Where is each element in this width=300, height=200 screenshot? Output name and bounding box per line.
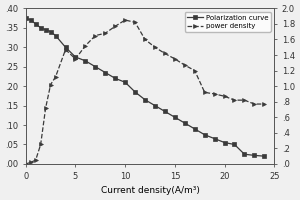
power density [153, 46, 157, 48]
Polarization curve [34, 23, 38, 25]
Polarization curve [24, 17, 28, 19]
Polarization curve [103, 71, 107, 74]
Polarization curve [163, 110, 167, 113]
Polarization curve [213, 137, 216, 140]
Polarization curve [64, 46, 67, 48]
power density [74, 58, 77, 60]
Polarization curve [253, 154, 256, 157]
Polarization curve [153, 104, 157, 107]
Polarization curve [223, 141, 226, 144]
Polarization curve [113, 77, 117, 80]
power density [183, 64, 187, 66]
power density [262, 103, 266, 105]
power density [193, 69, 196, 72]
Polarization curve [29, 19, 32, 21]
power density [64, 48, 67, 51]
power density [54, 76, 57, 78]
X-axis label: Current density(A/m³): Current density(A/m³) [100, 186, 200, 195]
Polarization curve [203, 134, 206, 136]
Polarization curve [183, 122, 187, 124]
power density [133, 21, 137, 24]
power density [34, 159, 38, 161]
power density [243, 99, 246, 101]
Polarization curve [173, 116, 177, 118]
Polarization curve [44, 29, 47, 31]
power density [123, 19, 127, 21]
power density [49, 83, 52, 86]
Line: power density: power density [24, 18, 266, 166]
power density [143, 38, 147, 41]
Polarization curve [39, 27, 43, 29]
Polarization curve [262, 155, 266, 157]
power density [223, 95, 226, 97]
Polarization curve [49, 30, 52, 33]
Polarization curve [193, 128, 196, 130]
power density [233, 99, 236, 101]
Polarization curve [94, 66, 97, 68]
power density [203, 91, 206, 94]
power density [163, 52, 167, 55]
power density [39, 143, 43, 146]
power density [253, 103, 256, 105]
power density [173, 58, 177, 60]
power density [29, 161, 32, 164]
power density [103, 32, 107, 34]
Polarization curve [74, 56, 77, 58]
Legend: Polarization curve, power density: Polarization curve, power density [185, 12, 271, 32]
power density [94, 34, 97, 37]
Polarization curve [233, 143, 236, 146]
Polarization curve [54, 34, 57, 37]
Polarization curve [243, 153, 246, 155]
Polarization curve [84, 60, 87, 62]
Polarization curve [123, 81, 127, 83]
power density [84, 45, 87, 47]
power density [113, 25, 117, 27]
power density [24, 163, 28, 165]
Polarization curve [143, 99, 147, 101]
Polarization curve [133, 91, 137, 93]
Line: Polarization curve: Polarization curve [24, 16, 266, 158]
power density [213, 93, 216, 95]
power density [44, 107, 47, 109]
